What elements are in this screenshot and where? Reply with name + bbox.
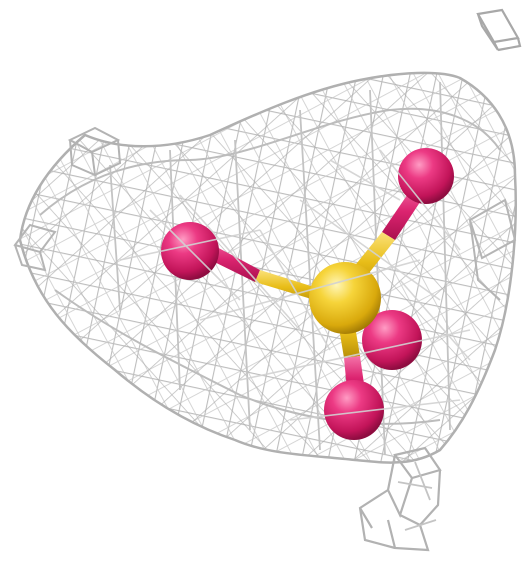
sulfur-atom <box>309 262 381 334</box>
oxygen-atom-top <box>398 148 454 204</box>
isolated-mesh-fragment <box>476 8 522 52</box>
electron-density-mesh <box>13 71 517 552</box>
oxygen-atom-right <box>362 310 422 370</box>
mesh-foreground-strands <box>119 149 471 421</box>
oxygen-atom-bottom <box>324 380 384 440</box>
molecule-atoms <box>161 148 454 440</box>
